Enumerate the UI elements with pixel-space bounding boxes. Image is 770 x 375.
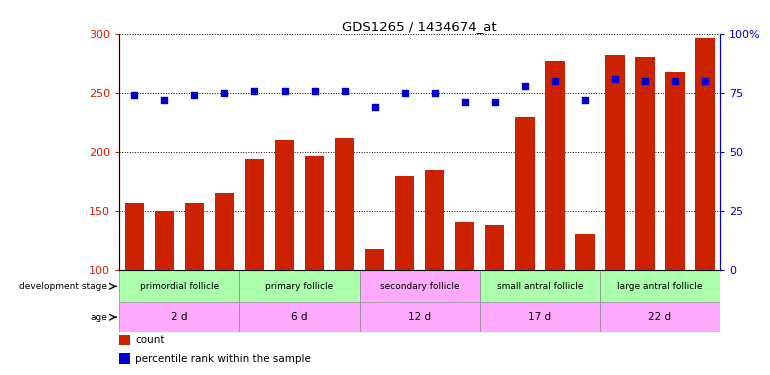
- Text: 6 d: 6 d: [291, 312, 308, 322]
- Point: [459, 99, 471, 105]
- Text: percentile rank within the sample: percentile rank within the sample: [135, 354, 311, 364]
- Point: [339, 87, 351, 93]
- Bar: [239, 303, 360, 332]
- Bar: [185, 203, 204, 270]
- Bar: [665, 72, 685, 270]
- Point: [279, 87, 291, 93]
- Text: primordial follicle: primordial follicle: [140, 282, 219, 291]
- Bar: [455, 222, 474, 270]
- Point: [489, 99, 501, 105]
- Bar: [155, 211, 174, 270]
- Point: [308, 87, 321, 93]
- Text: 12 d: 12 d: [408, 312, 431, 322]
- Point: [159, 97, 171, 103]
- Bar: [485, 225, 504, 270]
- Bar: [275, 140, 294, 270]
- Bar: [215, 194, 234, 270]
- Bar: [305, 156, 324, 270]
- Text: 22 d: 22 d: [648, 312, 671, 322]
- Point: [248, 87, 260, 93]
- Text: 17 d: 17 d: [528, 312, 551, 322]
- Bar: [119, 303, 239, 332]
- Point: [608, 76, 621, 82]
- Bar: [545, 61, 564, 270]
- Text: age: age: [90, 313, 107, 322]
- Point: [219, 90, 231, 96]
- Bar: [695, 39, 715, 270]
- Point: [188, 92, 200, 98]
- Bar: [365, 249, 384, 270]
- Text: primary follicle: primary follicle: [266, 282, 333, 291]
- Bar: [515, 117, 534, 270]
- Bar: [480, 303, 600, 332]
- Bar: [245, 159, 264, 270]
- Point: [579, 97, 591, 103]
- Text: 2 d: 2 d: [171, 312, 188, 322]
- Text: secondary follicle: secondary follicle: [380, 282, 460, 291]
- Bar: [119, 335, 130, 345]
- Bar: [635, 57, 654, 270]
- Point: [699, 78, 711, 84]
- Text: small antral follicle: small antral follicle: [497, 282, 583, 291]
- Point: [369, 104, 381, 110]
- Point: [399, 90, 411, 96]
- Bar: [239, 270, 360, 303]
- Point: [668, 78, 681, 84]
- Point: [428, 90, 440, 96]
- Bar: [600, 303, 720, 332]
- Title: GDS1265 / 1434674_at: GDS1265 / 1434674_at: [343, 20, 497, 33]
- Text: count: count: [135, 335, 165, 345]
- Bar: [125, 203, 144, 270]
- Bar: [360, 303, 480, 332]
- Bar: [119, 353, 130, 364]
- Text: large antral follicle: large antral follicle: [617, 282, 703, 291]
- Bar: [575, 234, 594, 270]
- Point: [639, 78, 651, 84]
- Bar: [335, 138, 354, 270]
- Bar: [360, 270, 480, 303]
- Bar: [395, 176, 414, 270]
- Point: [128, 92, 141, 98]
- Bar: [600, 270, 720, 303]
- Text: development stage: development stage: [19, 282, 107, 291]
- Point: [519, 83, 531, 89]
- Bar: [480, 270, 600, 303]
- Bar: [605, 55, 624, 270]
- Bar: [425, 170, 444, 270]
- Bar: [119, 270, 239, 303]
- Point: [549, 78, 561, 84]
